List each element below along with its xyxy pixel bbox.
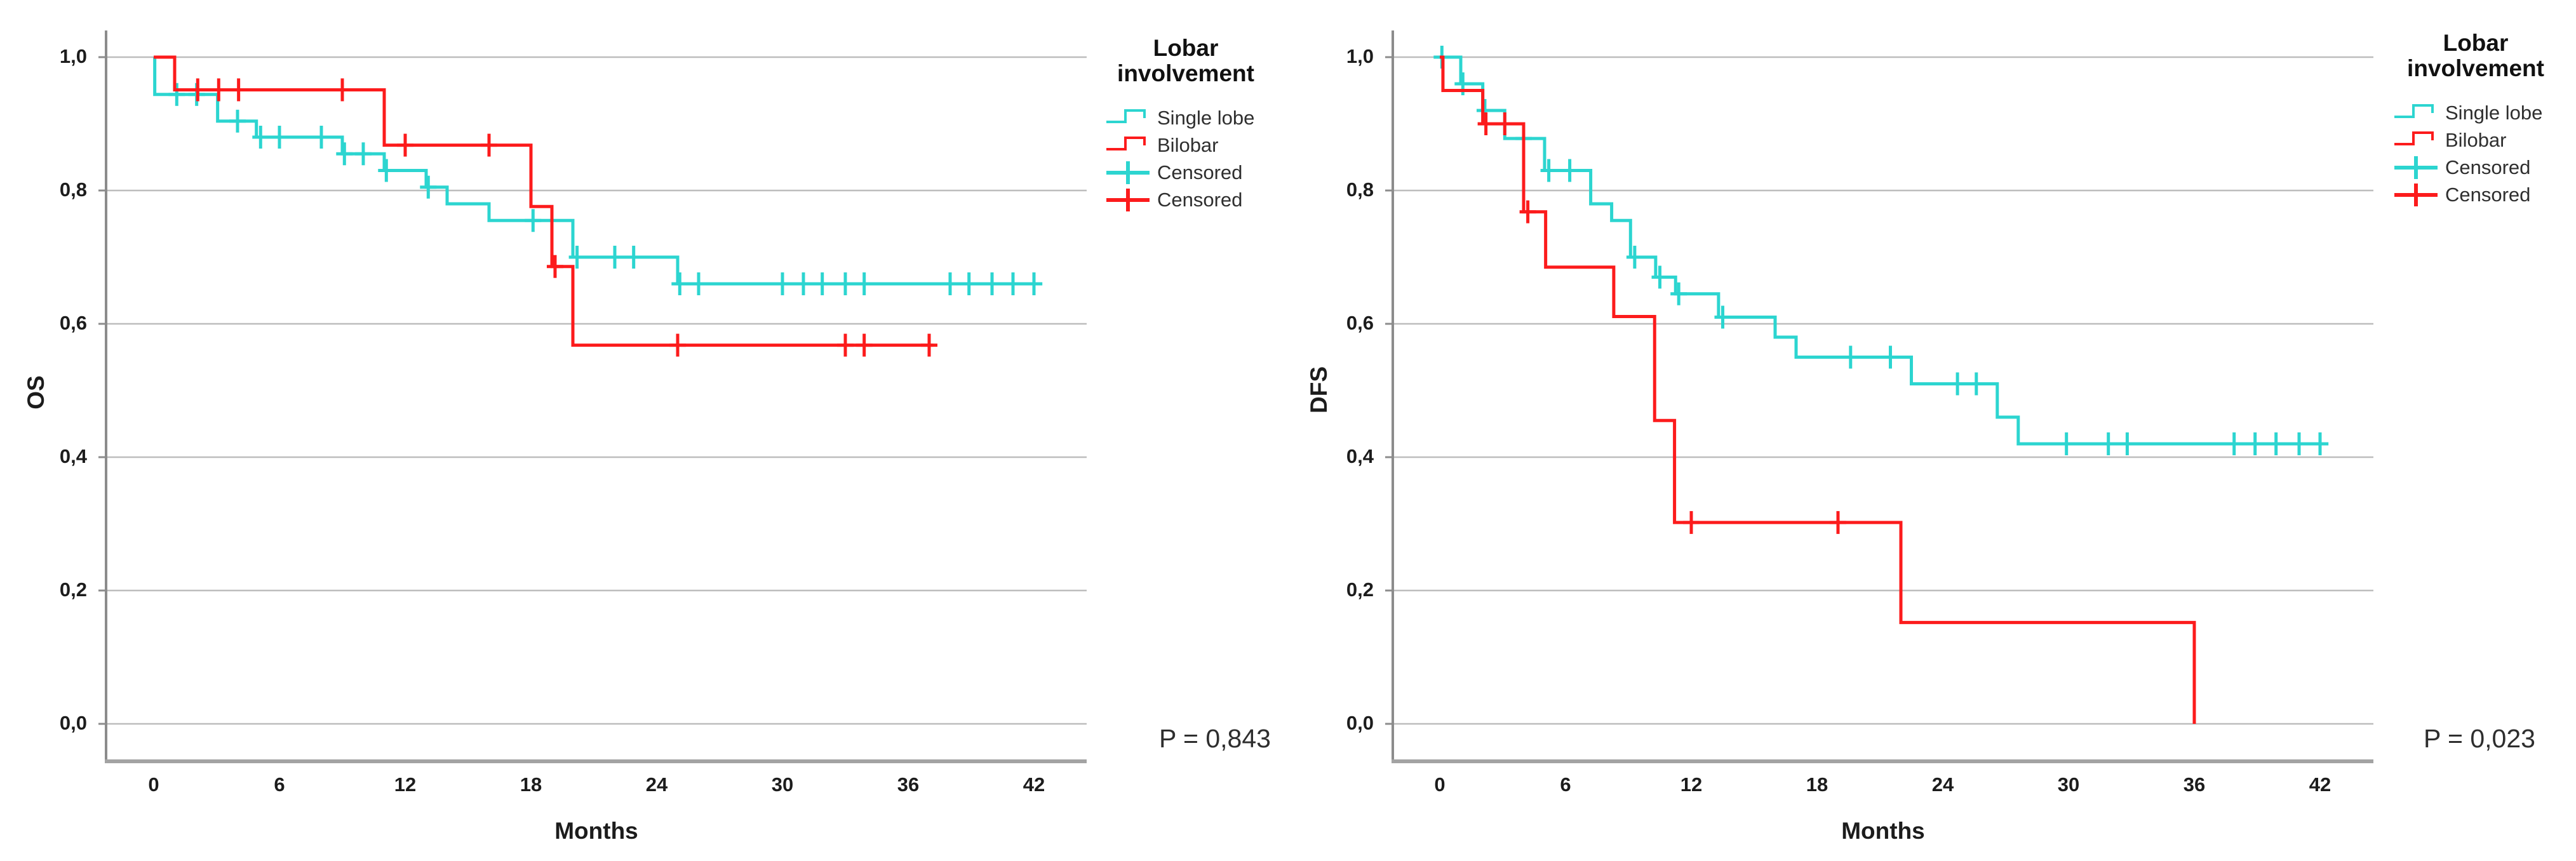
y-tick-label: 1,0 [1346,45,1374,67]
x-tick-label: 42 [2309,773,2331,796]
dfs-axis-xlabel: Months [1841,818,1925,844]
x-tick-label: 6 [274,773,285,796]
legend-item-label: Censored [1157,188,1243,211]
legend-step-line-icon [1106,109,1146,123]
os-pvalue-label: P = 0,843 [1159,724,1271,753]
x-tick-label: 12 [1680,773,1703,796]
y-tick-label: 0,0 [59,712,87,734]
legend-item-label: Single lobe [1157,106,1255,129]
legend-step-line-icon [2394,131,2434,145]
legend-item-bilobar: Bilobar [1105,131,1254,159]
y-tick-label: 0,6 [1346,312,1374,334]
y-tick-label: 0,4 [59,445,87,467]
y-tick-label: 0,8 [59,178,87,201]
y-tick-label: 0,2 [1346,578,1374,601]
legend-item-label: Bilobar [1157,133,1219,156]
os-axis-ylabel: OS [23,375,49,410]
legend-item-label: Censored [1157,161,1243,184]
x-tick-label: 42 [1023,773,1045,796]
y-tick-label: 0,8 [1346,178,1374,201]
legend-title-right: Lobar involvement [2361,30,2576,81]
km-curve-single-lobe [1440,55,2329,446]
legend-items-right: Single lobe Bilobar Censored Censored [2393,99,2542,208]
os-axis-xlabel: Months [554,818,638,844]
y-tick-label: 1,0 [59,45,87,67]
x-tick-label: 18 [520,773,542,796]
legend-item-label: Single lobe [2445,101,2543,124]
x-tick-label: 24 [645,773,668,796]
legend-item-bilobar: Bilobar [2393,126,2542,154]
x-tick-label: 0 [148,773,159,796]
legend-censored-plus-icon [1106,188,1150,211]
legend-item-censored: Censored [2393,181,2542,208]
legend-censored-plus-icon [1106,161,1150,184]
legend-item-censored: Censored [2393,154,2542,181]
x-tick-label: 18 [1806,773,1828,796]
x-tick-label: 24 [1931,773,1954,796]
km-curve-bilobar [1440,55,2196,724]
km-curve-single-lobe [153,55,1043,286]
legend-item-single-lobe: Single lobe [1105,104,1254,131]
legend-item-censored: Censored [1105,159,1254,186]
y-tick-label: 0,6 [59,312,87,334]
dfs-pvalue-label: P = 0,023 [2424,724,2535,753]
x-tick-label: 6 [1560,773,1571,796]
legend-item-single-lobe: Single lobe [2393,99,2542,126]
legend-step-line-icon [1106,136,1146,150]
legend-title-left: Lobar involvement [1071,36,1300,86]
km-curve-bilobar [154,55,934,347]
legend-item-label: Bilobar [2445,128,2507,151]
y-tick-label: 0,0 [1346,712,1374,734]
legend-step-line-icon [2394,103,2434,118]
legend-item-censored: Censored [1105,186,1254,213]
legend-censored-plus-icon [2394,183,2438,206]
x-tick-label: 30 [2057,773,2080,796]
y-tick-label: 0,4 [1346,445,1374,467]
x-tick-label: 36 [2183,773,2206,796]
x-tick-label: 36 [897,773,920,796]
y-tick-label: 0,2 [59,578,87,601]
legend-title-line2: involvement [2407,55,2544,81]
legend-items-left: Single lobe Bilobar Censored Censored [1105,104,1254,213]
legend-title-line1: Lobar [2443,30,2509,56]
legend-title-line1: Lobar [1153,35,1219,61]
x-tick-label: 0 [1434,773,1446,796]
legend-title-line2: involvement [1117,60,1254,86]
legend-item-label: Censored [2445,156,2531,178]
legend-item-label: Censored [2445,183,2531,206]
dfs-axis-ylabel: DFS [1306,366,1332,413]
x-tick-label: 30 [771,773,794,796]
legend-censored-plus-icon [2394,156,2438,179]
x-tick-label: 12 [394,773,417,796]
